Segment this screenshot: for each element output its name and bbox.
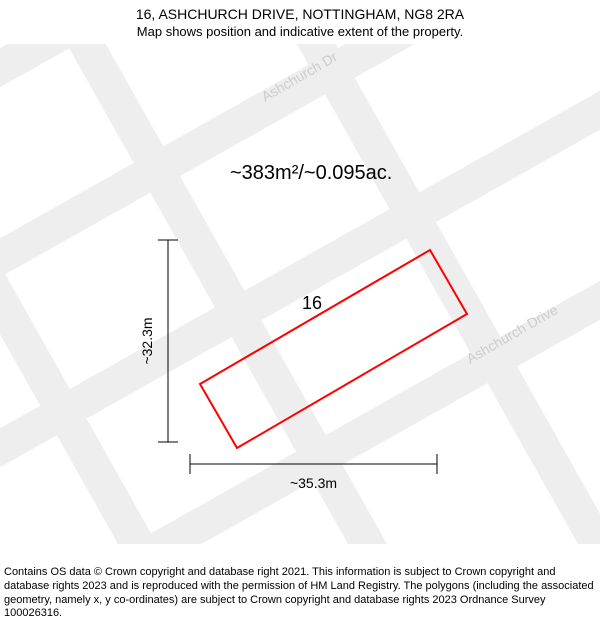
width-label: ~35.3m xyxy=(290,475,337,491)
property-number: 16 xyxy=(302,293,322,313)
map-svg: Ashchurch DrAshchurch Drive16~383m²/~0.0… xyxy=(0,44,600,544)
header: 16, ASHCHURCH DRIVE, NOTTINGHAM, NG8 2RA… xyxy=(0,0,600,39)
map-region: Ashchurch DrAshchurch Drive16~383m²/~0.0… xyxy=(0,44,600,544)
page-title: 16, ASHCHURCH DRIVE, NOTTINGHAM, NG8 2RA xyxy=(0,6,600,22)
height-label: ~32.3m xyxy=(139,317,155,364)
copyright-footer: Contains OS data © Crown copyright and d… xyxy=(4,566,596,621)
area-label: ~383m²/~0.095ac. xyxy=(230,162,392,184)
page-subtitle: Map shows position and indicative extent… xyxy=(0,24,600,39)
